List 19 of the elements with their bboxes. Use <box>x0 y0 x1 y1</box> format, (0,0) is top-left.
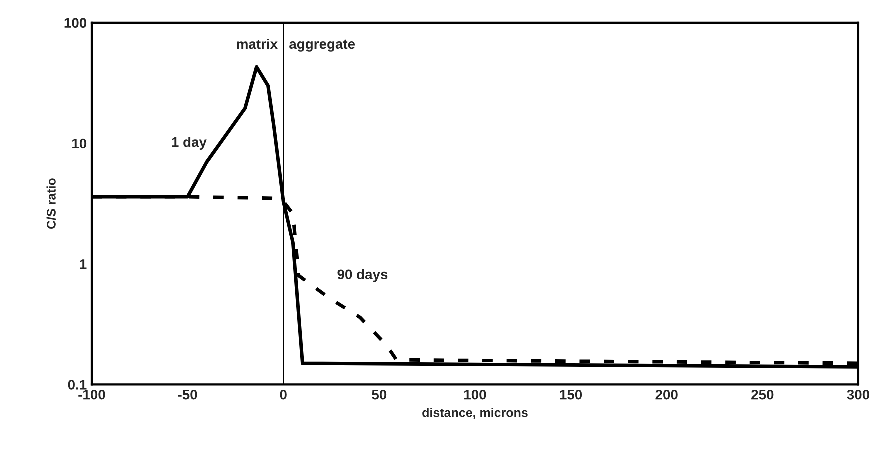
y-tick-label: 100 <box>64 18 87 28</box>
x-tick-label: -100 <box>78 390 106 400</box>
x-tick-label: 0 <box>280 390 287 400</box>
x-tick-label: 50 <box>372 390 387 400</box>
y-tick-label: 10 <box>72 138 87 149</box>
x-tick-label: 100 <box>464 390 486 400</box>
series-label: 90 days <box>338 269 388 282</box>
x-tick-label: -50 <box>178 390 198 400</box>
x-tick-label: 200 <box>656 390 678 400</box>
x-tick-label: 150 <box>560 390 582 400</box>
annotation: matrix <box>237 38 278 50</box>
y-tick-label: 1 <box>80 260 87 270</box>
x-tick-label: 250 <box>752 390 774 400</box>
x-tick-label: 300 <box>847 390 870 400</box>
y-axis-title: C/S ratio <box>46 178 56 229</box>
y-tick-label: 0.1 <box>68 380 87 390</box>
annotation: aggregate <box>290 40 356 52</box>
x-axis-title: distance, microns <box>422 408 528 420</box>
series-label: 1 day <box>172 137 207 150</box>
